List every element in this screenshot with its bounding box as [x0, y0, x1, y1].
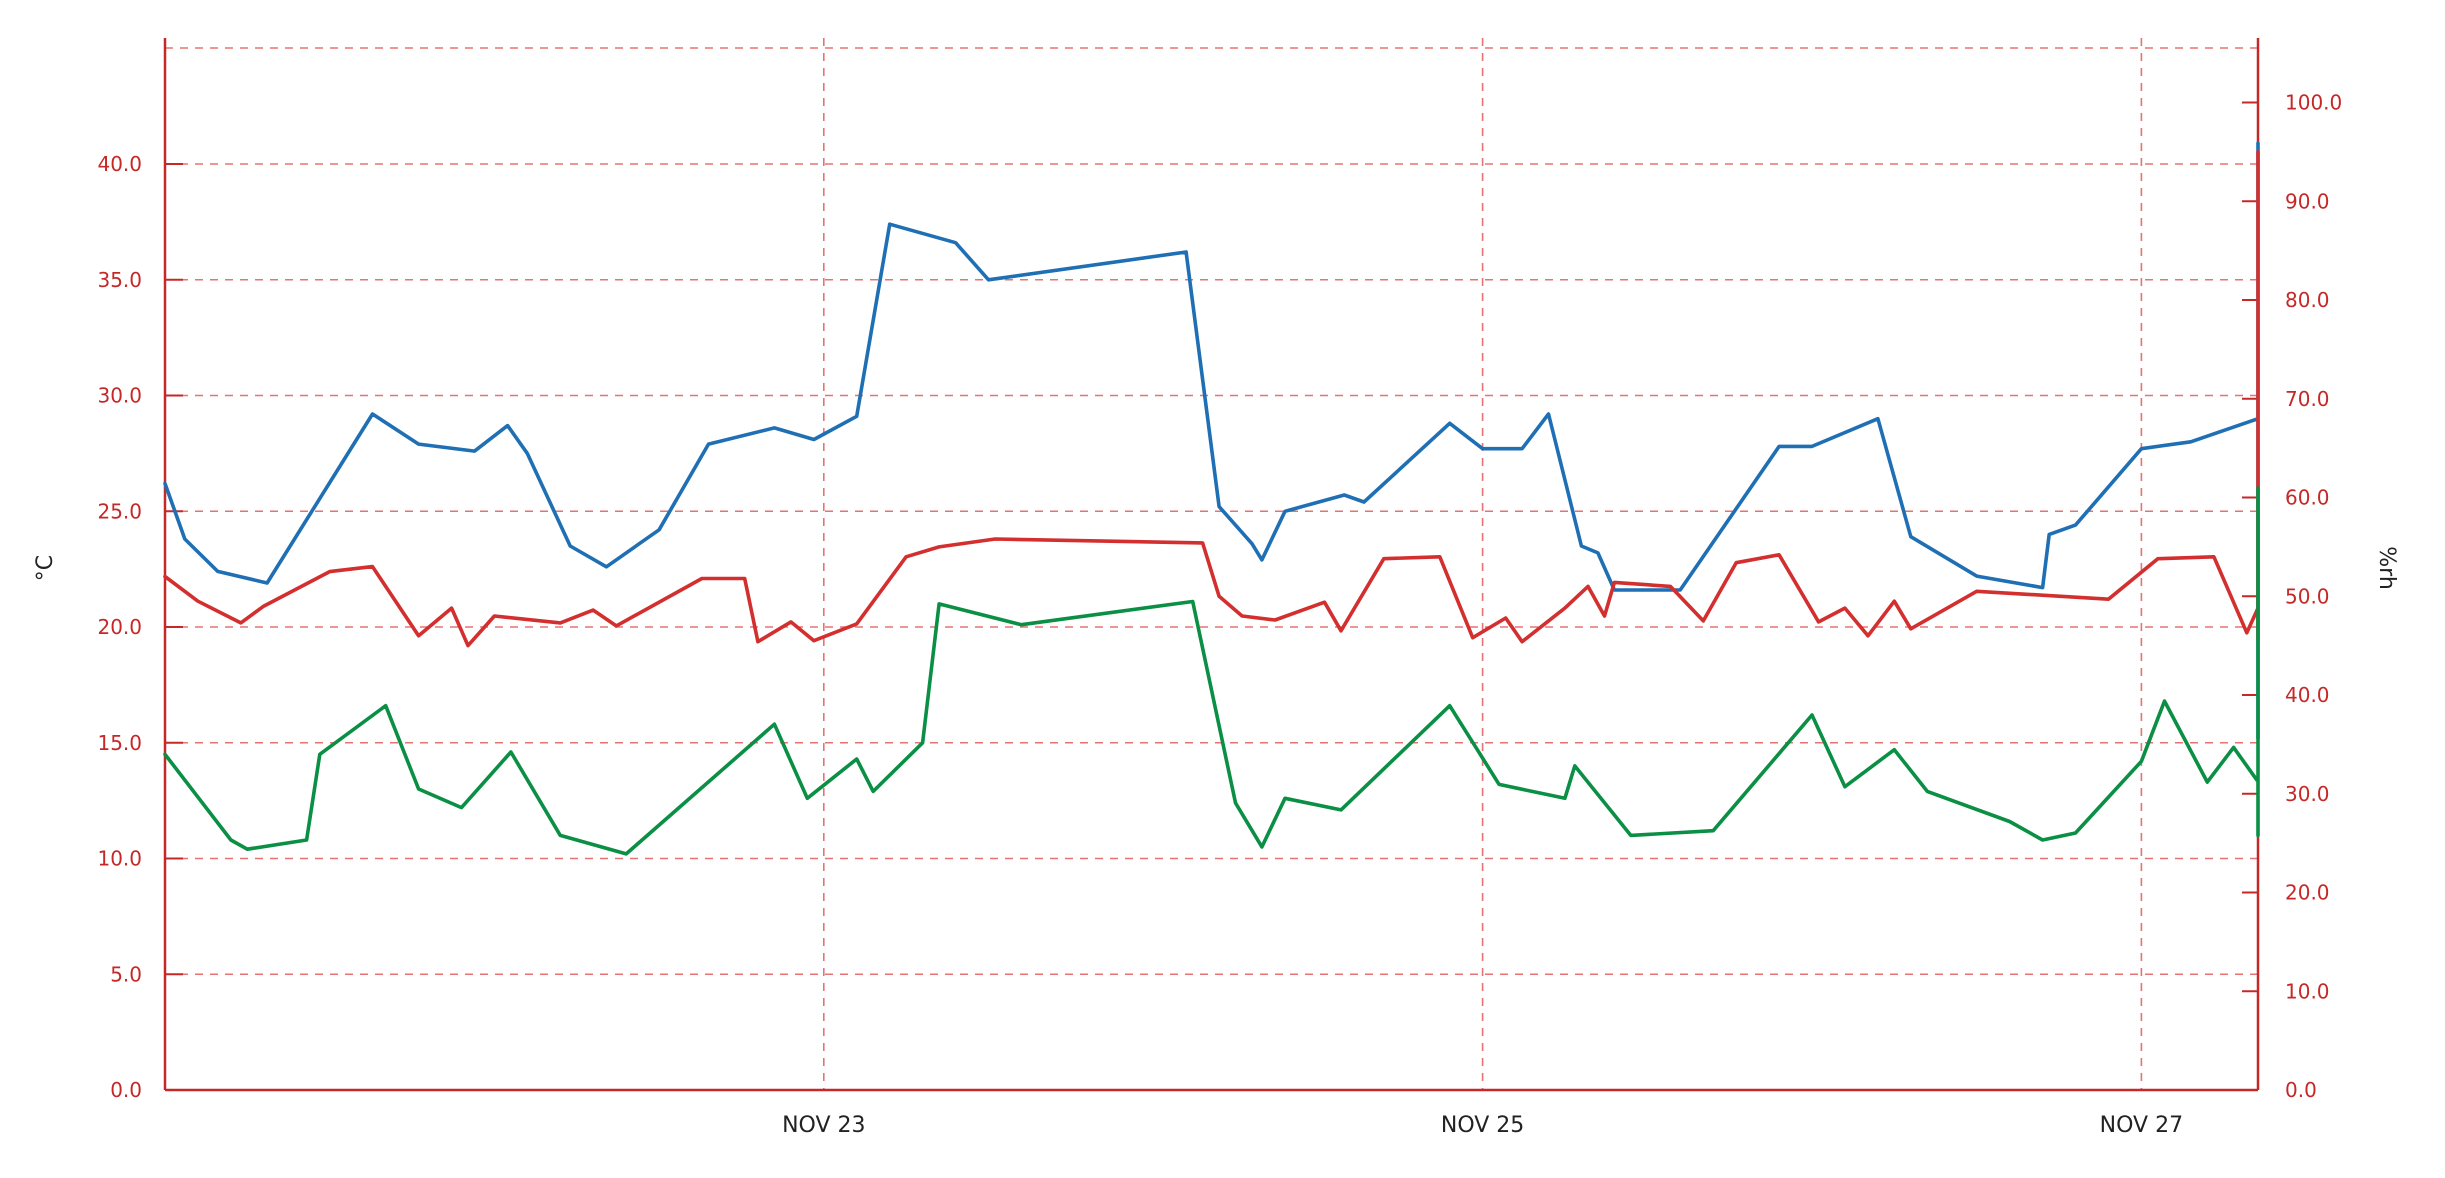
- y-axis-left-title: °C: [33, 555, 58, 581]
- series-lines: [163, 141, 2260, 856]
- y-left-tick-label: 5.0: [110, 962, 142, 986]
- y-right-tick-label: 60.0: [2285, 486, 2330, 510]
- y-right-tick-label: 100.0: [2285, 91, 2342, 115]
- x-tick-label: NOV 23: [782, 1113, 865, 1138]
- y-left-tick-label: 10.0: [97, 847, 142, 871]
- y-right-tick-label: 0.0: [2285, 1078, 2317, 1102]
- tick-labels: 0.0 5.0 10.0 15.0 20.0 25.0 30.0 35.0 40.0 0.0 10.…: [97, 91, 2342, 1139]
- y-right-tick-label: 40.0: [2285, 683, 2330, 707]
- y-right-tick-label: 30.0: [2285, 782, 2330, 806]
- y-left-tick-label: 25.0: [97, 499, 142, 523]
- y-left-tick-label: 0.0: [110, 1078, 142, 1102]
- y-axis-right-title: %rh: [2374, 546, 2399, 590]
- y-left-tick-label: 40.0: [97, 152, 142, 176]
- y-left-tick-label: 35.0: [97, 268, 142, 292]
- x-tick-label: NOV 27: [2100, 1113, 2183, 1138]
- y-right-tick-label: 10.0: [2285, 979, 2330, 1003]
- y-right-tick-label: 80.0: [2285, 288, 2330, 312]
- series-line-2: [163, 150, 2260, 648]
- y-right-tick-label: 50.0: [2285, 584, 2330, 608]
- series-line-3: [163, 486, 2260, 856]
- y-right-tick-label: 90.0: [2285, 189, 2330, 213]
- y-right-tick-label: 70.0: [2285, 387, 2330, 411]
- series-line-1: [163, 141, 2260, 740]
- y-left-tick-label: 30.0: [97, 384, 142, 408]
- axes: [163, 38, 2260, 1092]
- y-left-tick-label: 20.0: [97, 615, 142, 639]
- x-tick-label: NOV 25: [1441, 1113, 1524, 1138]
- y-right-tick-label: 20.0: [2285, 881, 2330, 905]
- gridlines: [165, 38, 2258, 1090]
- y-left-tick-label: 15.0: [97, 731, 142, 755]
